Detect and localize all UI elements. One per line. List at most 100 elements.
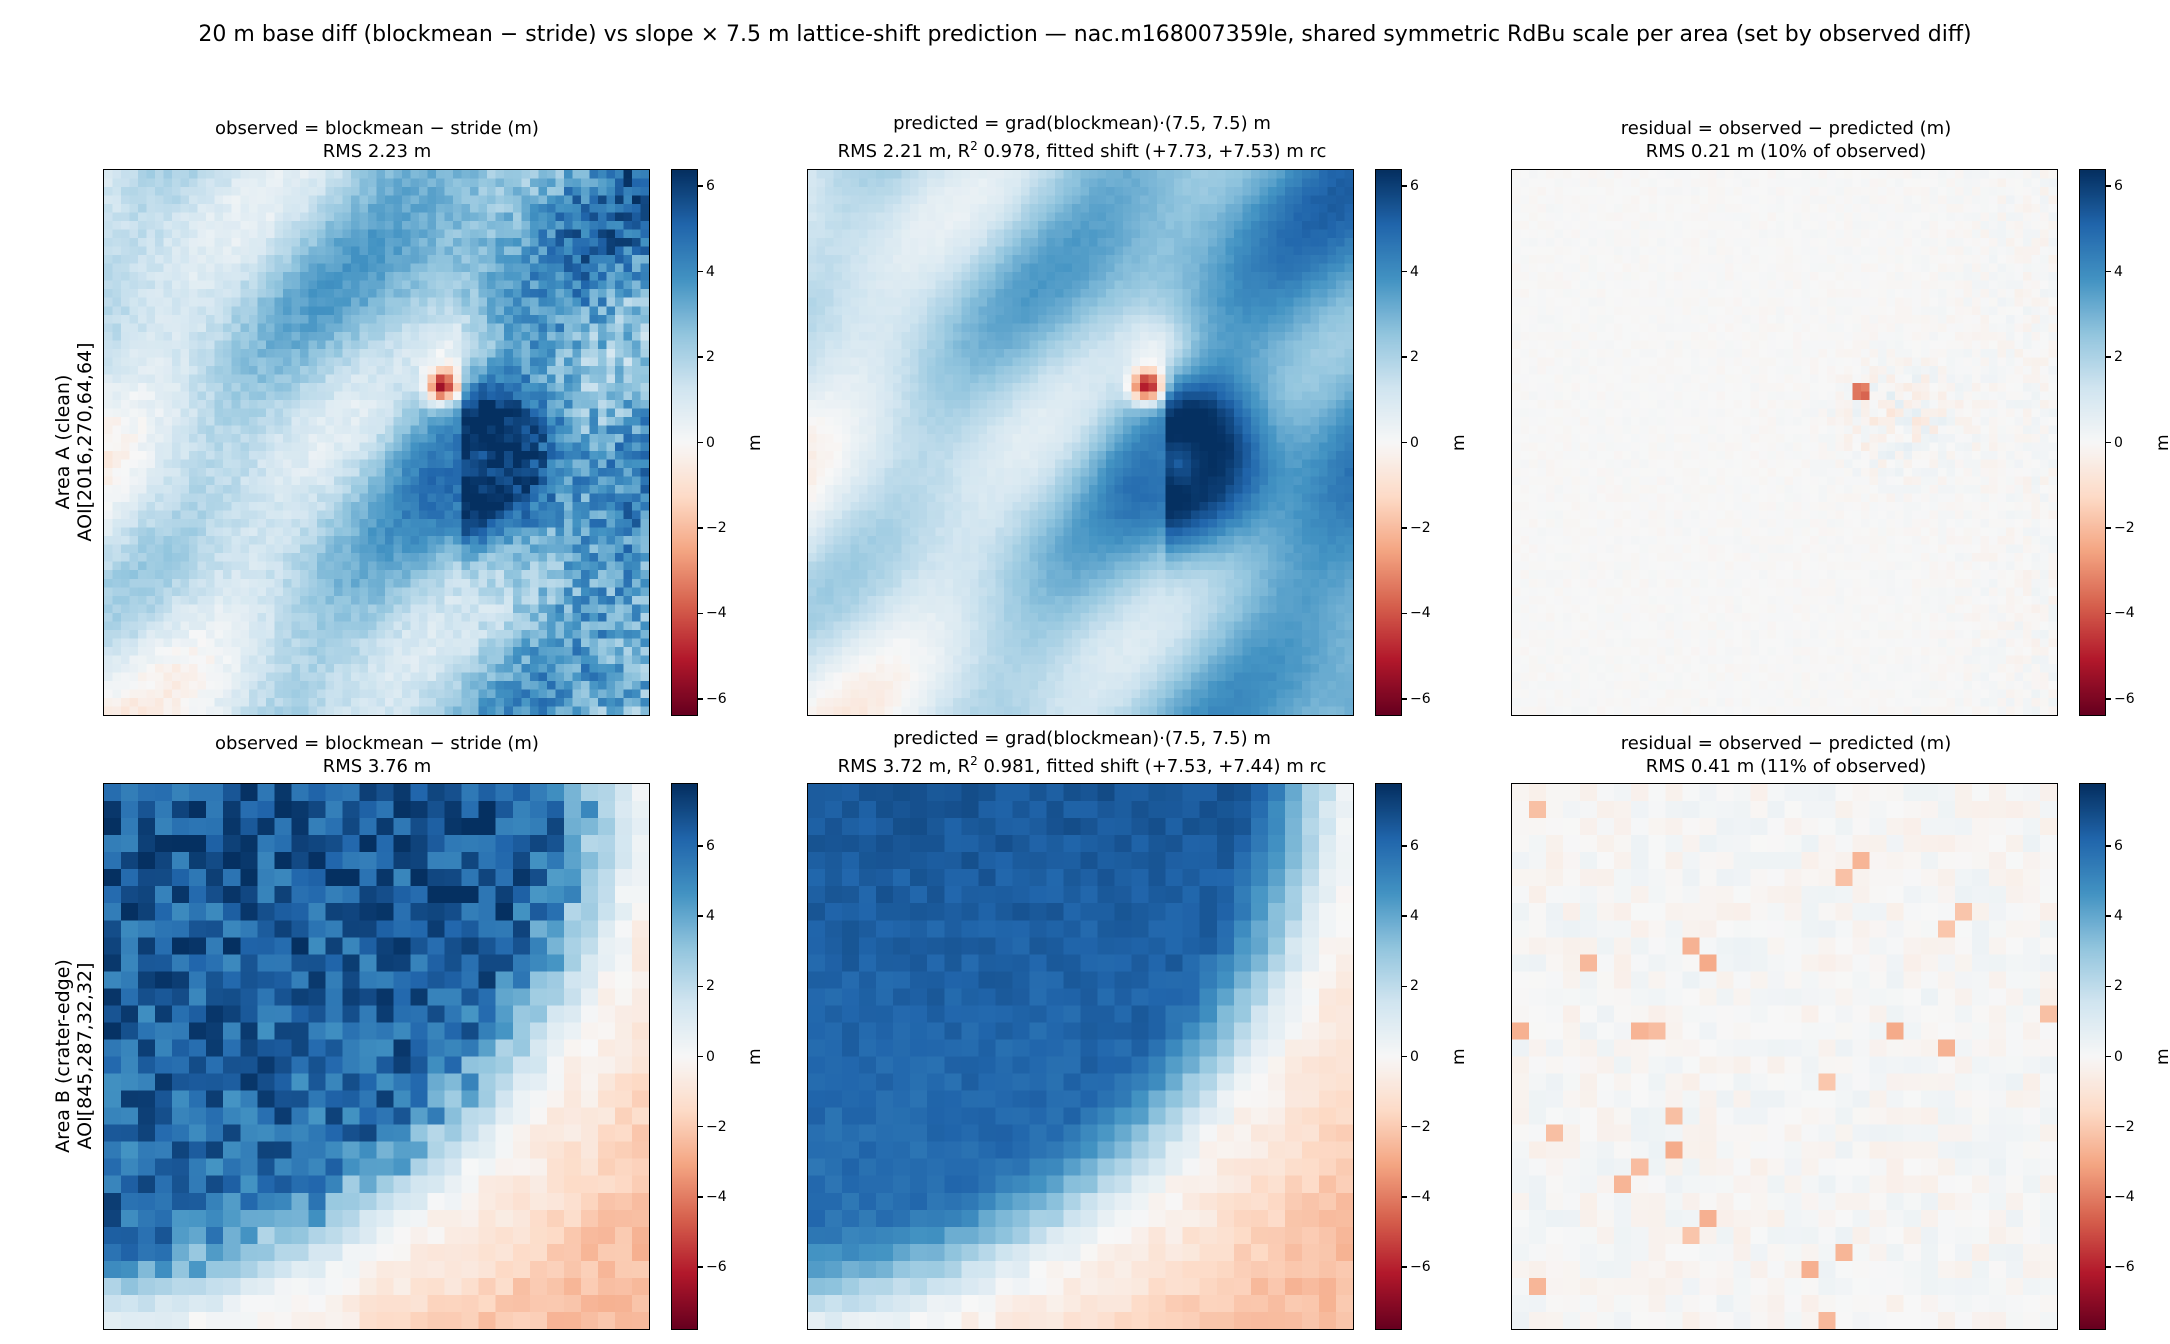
row-label-area-b: Area B (crater-edge) AOI[845,287,32,32] [52,846,96,1266]
colorbar-gradient [2080,170,2105,715]
colorbar-tickmark [2106,185,2111,187]
row-label-area-a-line1: Area A (clean) [52,374,74,510]
heatmap-a-observed-canvas [104,170,649,715]
row-label-area-a: Area A (clean) AOI[2016,270,64,64] [52,232,96,652]
heatmap-b-residual [1511,783,2058,1330]
row-label-area-b-line1: Area B (crater-edge) [52,959,74,1153]
colorbar-tick-label: 2 [1410,978,1419,995]
colorbar-gradient [672,784,697,1329]
colorbar-tick-label: 6 [706,178,715,195]
figure-suptitle: 20 m base diff (blockmean − stride) vs s… [198,22,1972,47]
colorbar-tick-label: 6 [1410,838,1419,855]
colorbar-tick-label: 0 [2114,1048,2123,1065]
colorbar-unit-label: m [1449,433,1469,451]
colorbar-tick-label: 4 [2114,263,2123,280]
colorbar-tick-label: 0 [706,434,715,451]
heatmap-a-residual-canvas [1512,170,2057,715]
panel-title-a-observed: observed = blockmean − stride (m) RMS 2.… [57,117,697,163]
panel-title-b-predicted: predicted = grad(blockmean)·(7.5, 7.5) m… [762,727,1402,778]
colorbar-tick-label: 2 [1410,349,1419,366]
colorbar-tick-label: 6 [2114,178,2123,195]
colorbar-tickmark [2106,1125,2111,1128]
colorbar-tickmark [698,698,703,700]
panel-title-b-residual: residual = observed − predicted (m) RMS … [1466,732,2106,778]
colorbar-tickmark [2106,845,2111,847]
panel-title-a-residual: residual = observed − predicted (m) RMS … [1466,117,2106,163]
colorbar-tick-label: −6 [1410,1258,1431,1275]
colorbar-tick-label: 0 [1410,1048,1419,1065]
row-label-area-b-line2: AOI[845,287,32,32] [74,962,96,1150]
colorbar-tickmark [1402,1196,1407,1198]
colorbar-unit-label: m [2153,434,2170,451]
colorbar-tickmark [698,612,703,615]
colorbar-tick-label: 2 [706,978,715,995]
panel-title-line2: RMS 3.72 m, R2 0.981, fitted shift (+7.5… [837,754,1327,777]
colorbar-tick-label: −6 [1410,690,1431,707]
colorbar-tickmark [1402,1125,1407,1128]
colorbar-gradient [2080,784,2105,1329]
panel-title-line2: RMS 0.41 m (11% of observed) [1645,756,1927,777]
colorbar-tickmark [698,441,703,444]
colorbar-tickmark [2106,441,2111,444]
colorbar-tick-label: −2 [1410,1118,1431,1135]
panel-title-a-predicted: predicted = grad(blockmean)·(7.5, 7.5) m… [762,112,1402,163]
colorbar-tick-label: 4 [1410,908,1419,925]
heatmap-b-observed [103,783,650,1330]
colorbar-tickmark [698,1196,703,1198]
colorbar-tick-label: −6 [2114,1258,2135,1275]
colorbar-gradient [672,170,697,715]
colorbar-tickmark [2106,1196,2111,1198]
panel-title-line1: predicted = grad(blockmean)·(7.5, 7.5) m [893,113,1271,134]
colorbar-tickmark [2106,985,2111,988]
colorbar-unit-label: m [745,1047,765,1065]
colorbar-tick-label: −4 [2114,1188,2135,1205]
colorbar-tickmark [1402,985,1407,988]
panel-title-line2: RMS 3.76 m [322,756,432,777]
colorbar-tickmark [2106,356,2111,358]
panel-title-line1: predicted = grad(blockmean)·(7.5, 7.5) m [893,728,1271,749]
heatmap-b-observed-canvas [104,784,649,1329]
colorbar-tickmark [698,1055,703,1058]
colorbar-tickmark [698,185,703,187]
colorbar-tick-label: 2 [2114,349,2123,366]
colorbar-tick-label: −6 [706,1258,727,1275]
colorbar-tickmark [1402,698,1407,700]
heatmap-a-residual [1511,169,2058,716]
colorbar-tick-label: 4 [2114,908,2123,925]
heatmap-a-predicted [807,169,1354,716]
colorbar-tickmark [1402,270,1407,273]
colorbar-tickmark [698,985,703,988]
colorbar-tickmark [2106,612,2111,615]
colorbar-unit-label: m [2153,1048,2170,1065]
colorbar-tick-label: 0 [706,1048,715,1065]
colorbar-tick-label: 6 [706,838,715,855]
panel-title-line1: observed = blockmean − stride (m) [215,118,539,139]
panel-title-line2: RMS 0.21 m (10% of observed) [1645,141,1927,162]
colorbar-tick-label: −2 [706,519,727,536]
colorbar-tickmark [1402,356,1407,358]
panel-title-line1: residual = observed − predicted (m) [1620,118,1952,139]
colorbar-tickmark [698,1125,703,1128]
colorbar-tickmark [1402,527,1407,529]
colorbar-tick-label: −4 [1410,1188,1431,1205]
colorbar-tick-label: −2 [1410,519,1431,536]
colorbar-tickmark [698,1266,703,1268]
panel-title-line1: residual = observed − predicted (m) [1620,733,1952,754]
colorbar-tickmark [2106,915,2111,917]
colorbar-tickmark [1402,845,1407,847]
colorbar-tickmark [698,270,703,273]
colorbar-gradient [1376,784,1401,1329]
colorbar-a-observed [671,169,698,716]
colorbar-tick-label: 2 [2114,978,2123,995]
colorbar-tick-label: 0 [2114,434,2123,451]
colorbar-tickmark [2106,698,2111,700]
colorbar-gradient [1376,170,1401,715]
colorbar-tickmark [1402,185,1407,187]
colorbar-b-observed [671,783,698,1330]
colorbar-tick-label: 4 [1410,263,1419,280]
heatmap-b-residual-canvas [1512,784,2057,1329]
colorbar-tickmark [2106,1266,2111,1268]
panel-title-b-observed: observed = blockmean − stride (m) RMS 3.… [57,732,697,778]
colorbar-tickmark [698,915,703,917]
colorbar-tick-label: −4 [706,605,727,622]
